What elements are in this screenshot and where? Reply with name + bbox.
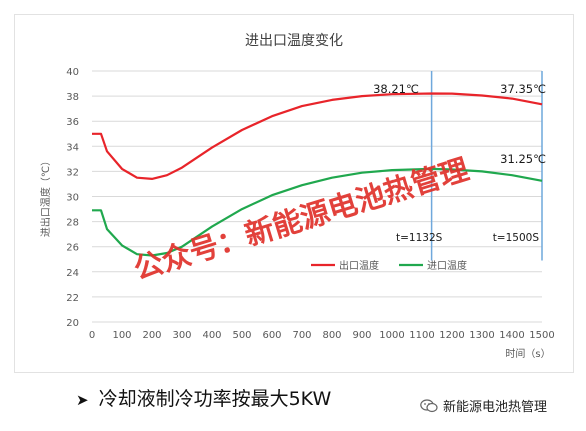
x-axis-label: 时间（s） (505, 347, 550, 360)
y-tick-label: 36 (66, 117, 79, 128)
x-tick-label: 1000 (379, 330, 404, 341)
legend-label: 进口温度 (427, 259, 467, 272)
y-tick-label: 20 (66, 318, 79, 329)
wechat-icon (420, 398, 438, 412)
y-tick-label: 26 (66, 243, 79, 254)
x-tick-label: 300 (172, 330, 191, 341)
account-name: 新能源电池热管理 (443, 400, 548, 415)
x-tick-label: 1500 (529, 330, 554, 341)
y-tick-label: 40 (66, 67, 79, 78)
x-tick-label: 400 (202, 330, 221, 341)
y-tick-label: 34 (66, 142, 79, 153)
account-badge: 新能源电池热管理 (420, 396, 547, 415)
value-annotation: 31.25℃ (500, 152, 546, 166)
y-tick-label: 24 (66, 268, 79, 279)
y-tick-label: 32 (66, 167, 79, 178)
x-tick-label: 1300 (469, 330, 494, 341)
y-tick-label: 22 (66, 293, 79, 304)
note-text: ➤ 冷却液制冷功率按最大5KW (76, 384, 331, 411)
x-tick-label: 600 (262, 330, 281, 341)
x-tick-label: 0 (89, 330, 95, 341)
x-tick-label: 1200 (439, 330, 464, 341)
y-tick-label: 38 (66, 92, 79, 103)
bullet-arrow-icon: ➤ (76, 391, 89, 409)
value-annotation: 38.21℃ (373, 82, 419, 96)
x-tick-label: 200 (142, 330, 161, 341)
x-tick-label: 900 (352, 330, 371, 341)
value-annotation: 37.35℃ (500, 82, 546, 96)
note-label: 冷却液制冷功率按最大5KW (98, 388, 332, 410)
x-tick-label: 100 (112, 330, 131, 341)
y-axis-label: 进出口温度（℃） (39, 156, 52, 237)
x-tick-label: 800 (322, 330, 341, 341)
legend-label: 出口温度 (339, 259, 379, 272)
y-tick-label: 30 (66, 193, 79, 204)
y-tick-label: 28 (66, 218, 79, 229)
series-line (92, 167, 543, 257)
marker-label: t=1132S (396, 232, 443, 244)
marker-label: t=1500S (493, 232, 540, 244)
x-tick-label: 500 (232, 330, 251, 341)
x-tick-label: 1100 (409, 330, 434, 341)
x-tick-label: 700 (292, 330, 311, 341)
chart-title: 进出口温度变化 (245, 33, 343, 49)
x-tick-label: 1400 (499, 330, 524, 341)
chart-frame: 进出口温度变化 20 22 24 26 28 30 32 34 36 38 40 0 100 200 300 4… (14, 14, 574, 373)
series-line (92, 92, 543, 180)
